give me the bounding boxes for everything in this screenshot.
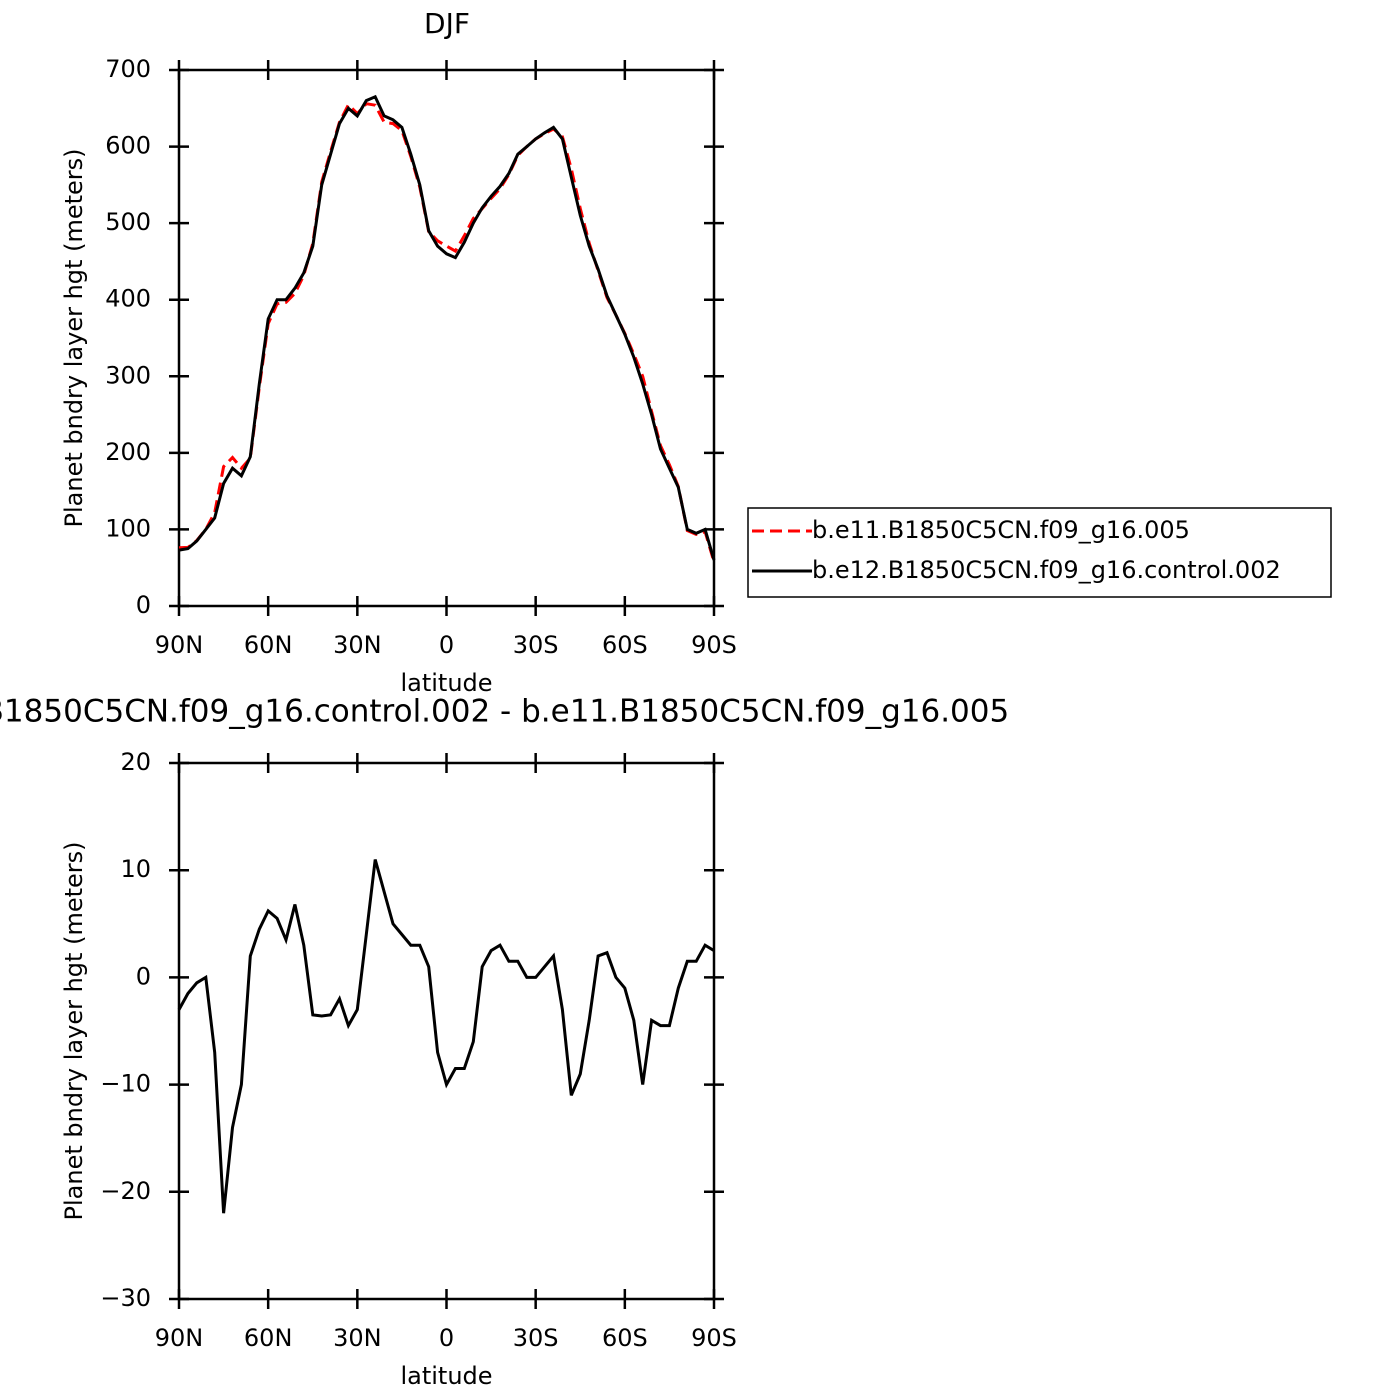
legend-label: b.e11.B1850C5CN.f09_g16.005 [812,516,1190,544]
x-axis-label: latitude [400,1362,492,1390]
x-tick-label: 60N [244,631,293,659]
x-tick-label: 90S [691,631,737,659]
legend-label: b.e12.B1850C5CN.f09_g16.control.002 [812,556,1281,584]
y-tick-label: 0 [136,962,151,990]
y-axis-label: Planet bndry layer hgt (meters) [60,842,88,1221]
x-tick-label: 60S [602,631,648,659]
chart-title: DJF [424,7,470,40]
x-tick-label: 60N [244,1324,293,1352]
y-tick-label: −10 [100,1070,151,1098]
x-tick-label: 90S [691,1324,737,1352]
plot-frame [177,761,716,1301]
x-tick-label: 30N [333,1324,382,1352]
data-line [178,102,716,563]
y-tick-label: −20 [100,1177,151,1205]
x-tick-label: 30N [333,631,382,659]
data-line [178,94,716,561]
y-tick-label: 700 [105,55,151,83]
x-tick-label: 90N [155,1324,204,1352]
y-tick-label: −30 [100,1284,151,1312]
y-axis-label: Planet bndry layer hgt (meters) [60,149,88,528]
x-tick-label: 30S [513,1324,559,1352]
y-tick-label: 100 [105,514,151,542]
x-tick-label: 30S [513,631,559,659]
y-tick-label: 600 [105,132,151,160]
legend-box [747,507,1332,598]
y-tick-label: 200 [105,438,151,466]
y-tick-label: 0 [136,591,151,619]
data-line [177,859,715,1214]
x-tick-label: 0 [439,1324,454,1352]
plot-frame [177,68,716,608]
x-tick-label: 90N [155,631,204,659]
y-tick-label: 10 [120,855,151,883]
y-tick-label: 20 [120,748,151,776]
x-axis-label: latitude [400,669,492,697]
y-tick-label: 500 [105,208,151,236]
chart-title: b.e12.B1850C5CN.f09_g16.control.002 - b.… [0,694,1009,730]
x-tick-label: 0 [439,631,454,659]
y-tick-label: 400 [105,285,151,313]
y-tick-label: 300 [105,361,151,389]
x-tick-label: 60S [602,1324,648,1352]
